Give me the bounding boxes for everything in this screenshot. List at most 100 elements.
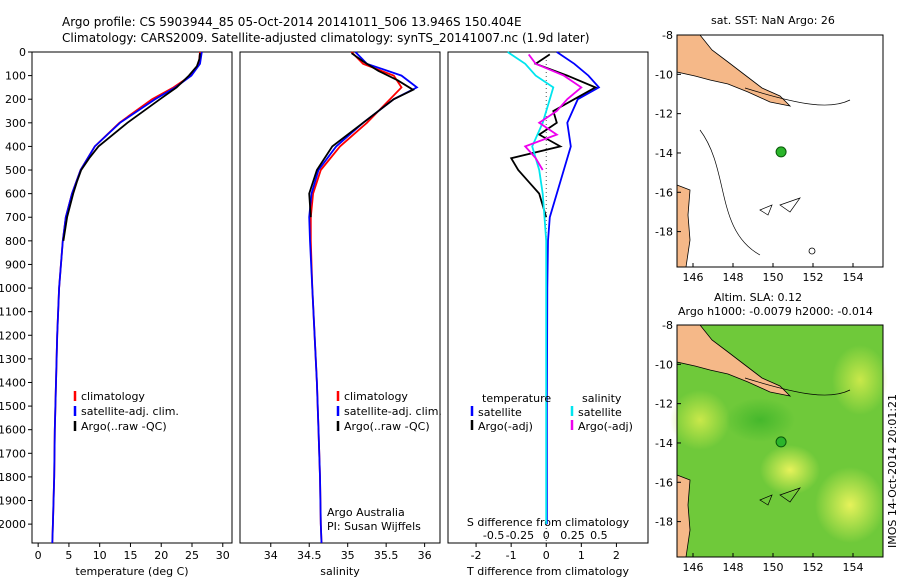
pi-line-2: PI: Susan Wijffels <box>327 520 421 533</box>
legend-label: Argo(-adj) <box>478 420 533 433</box>
x-tick-label: 34.5 <box>297 549 322 562</box>
x-tick-label: 15 <box>123 549 137 562</box>
sst-map: sat. SST: NaN Argo: 26 146 148 150 152 154 -8… <box>655 14 884 284</box>
sla-anomaly-ne <box>832 345 888 415</box>
series-line-argo-raw-qc- <box>308 52 415 218</box>
series-line-climatology <box>309 51 403 544</box>
sst-bathy-contours <box>699 87 851 256</box>
legend-label: Argo(-adj) <box>578 420 633 433</box>
map-y-tick-label: -16 <box>655 476 673 489</box>
map-x-tick-label: 148 <box>723 271 744 284</box>
series-line-satellite-adj-clim- <box>51 51 203 544</box>
y-tick-label: 500 <box>5 164 26 177</box>
y-tick-label: 1900 <box>0 495 26 508</box>
x-tick-label: 34 <box>264 549 278 562</box>
series-line-temperature-argo-adj- <box>509 53 598 218</box>
sst-map-frame <box>676 34 884 268</box>
y-tick-label: 1400 <box>0 376 26 389</box>
y-tick-label: 800 <box>5 235 26 248</box>
sla-australia-land <box>676 474 691 558</box>
map-y-tick-label: -10 <box>655 358 673 371</box>
sla-argo-position-marker <box>775 436 787 448</box>
y-tick-label: 1700 <box>0 447 26 460</box>
x-tick-label: 20 <box>154 549 168 562</box>
salinity-panel: 34 34.5 35 35.5 36 salinity climatology satelli… <box>239 51 442 578</box>
series-line-argo-raw-qc- <box>62 53 201 241</box>
y-tick-label: 0 <box>19 46 26 59</box>
s-difference-tick-label: 0 <box>543 529 550 542</box>
s-difference-tick-label: -0.25 <box>506 529 534 542</box>
y-tick-label: 1000 <box>0 282 26 295</box>
s-difference-label: S difference from climatology <box>467 516 630 529</box>
map-y-tick-label: -18 <box>655 516 673 529</box>
legend-label: satellite-adj. clim. <box>81 405 179 418</box>
x-tick-label: 36 <box>418 549 432 562</box>
map-x-tick-label: 150 <box>763 561 784 574</box>
legend-label: salinity <box>582 392 622 405</box>
y-tick-label: 200 <box>5 93 26 106</box>
sla-map-title: Altim. SLA: 0.12 <box>714 291 802 304</box>
y-tick-label: 400 <box>5 140 26 153</box>
sst-argo-position-marker <box>775 146 787 158</box>
sla-map-frame <box>676 324 884 558</box>
legend-label: Argo(..raw -QC) <box>344 420 430 433</box>
sst-map-title: sat. SST: NaN Argo: 26 <box>711 14 835 27</box>
legend-label: satellite <box>578 406 622 419</box>
plot-frame <box>447 51 649 544</box>
pi-line-1: Argo Australia <box>327 506 405 519</box>
legend-label: temperature <box>482 392 551 405</box>
y-tick-label: 1300 <box>0 353 26 366</box>
s-difference-tick-label: -0.5 <box>483 529 504 542</box>
y-tick-label: 300 <box>5 117 26 130</box>
x-tick-label: 0 <box>35 549 42 562</box>
x-tick-label: 25 <box>185 549 199 562</box>
y-tick-label: 1800 <box>0 471 26 484</box>
x-tick-label: 0 <box>543 549 550 562</box>
series-line-salinity-satellite <box>507 51 555 525</box>
new-guinea-land <box>676 34 792 107</box>
sla-map-subtitle: Argo h1000: -0.0079 h2000: -0.014 <box>678 305 873 318</box>
map-x-tick-label: 154 <box>843 271 864 284</box>
x-tick-label: 35.5 <box>374 549 399 562</box>
x-tick-label: -2 <box>471 549 482 562</box>
map-y-tick-label: -12 <box>655 398 673 411</box>
map-y-tick-label: -18 <box>655 226 673 239</box>
sla-new-guinea-land <box>676 324 792 397</box>
legend-label: Argo(..raw -QC) <box>81 420 167 433</box>
map-y-tick-label: -14 <box>655 437 673 450</box>
map-x-tick-label: 148 <box>723 561 744 574</box>
sla-map: Altim. SLA: 0.12 Argo h1000: -0.0079 h20… <box>655 291 899 574</box>
map-x-tick-label: 146 <box>683 271 704 284</box>
sst-islet <box>808 247 816 255</box>
x-tick-label: 5 <box>65 549 72 562</box>
legend-label: climatology <box>81 390 145 403</box>
x-tick-label: 35 <box>341 549 355 562</box>
y-tick-label: 600 <box>5 188 26 201</box>
map-x-tick-label: 146 <box>683 561 704 574</box>
temperature-panel: 0 5 10 15 20 25 30 temperature (deg C) 0 100 200 30… <box>0 46 233 578</box>
difference-panel: -2 -1 0 1 2 T difference from climatology S di… <box>447 51 649 578</box>
legend-label: satellite <box>478 406 522 419</box>
map-y-tick-label: -10 <box>655 68 673 81</box>
australia-land <box>676 184 691 268</box>
sla-anomaly-w <box>670 390 730 450</box>
s-difference-tick-label: 0.25 <box>560 529 585 542</box>
s-difference-tick-label: 0.5 <box>590 529 608 542</box>
y-tick-label: 2000 <box>0 518 26 531</box>
plot-frame <box>239 51 441 544</box>
sla-high-anomaly <box>815 467 885 543</box>
map-x-tick-label: 152 <box>803 271 824 284</box>
x-tick-label: -1 <box>506 549 517 562</box>
title-line-2: Climatology: CARS2009. Satellite-adjuste… <box>62 31 590 45</box>
series-line-temperature-satellite <box>546 51 601 525</box>
x-tick-label: 1 <box>578 549 585 562</box>
y-tick-label: 1500 <box>0 400 26 413</box>
x-tick-label: 30 <box>216 549 230 562</box>
y-tick-label: 1200 <box>0 329 26 342</box>
x-axis-label: salinity <box>320 565 360 578</box>
y-tick-label: 1600 <box>0 424 26 437</box>
map-y-tick-label: -8 <box>662 29 673 42</box>
y-tick-label: 700 <box>5 211 26 224</box>
y-tick-label: 900 <box>5 258 26 271</box>
